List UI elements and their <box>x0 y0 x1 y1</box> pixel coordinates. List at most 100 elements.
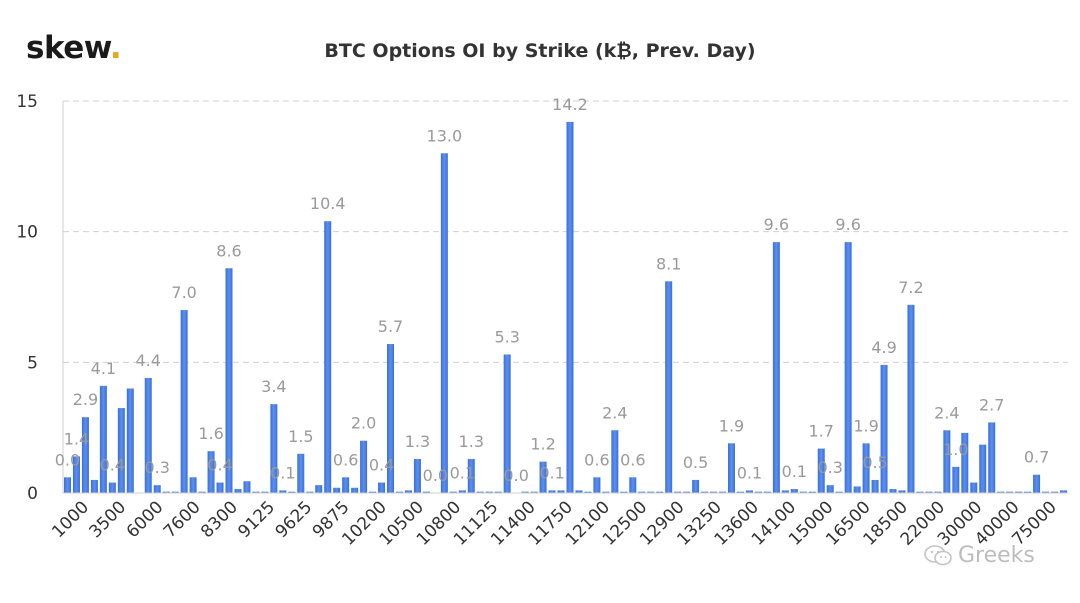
data-label: 4.9 <box>871 338 896 357</box>
bar <box>404 490 412 493</box>
bar <box>288 491 296 493</box>
bar <box>252 491 260 493</box>
data-label: 4.1 <box>91 359 116 378</box>
y-tick-label: 15 <box>16 92 38 112</box>
data-label: 0.0 <box>503 466 528 485</box>
bar <box>683 491 691 493</box>
bar <box>710 491 718 493</box>
bar <box>306 491 314 493</box>
data-label: 0.3 <box>144 458 169 477</box>
bar <box>207 451 215 493</box>
bar <box>333 487 341 493</box>
bar <box>656 491 664 493</box>
data-label: 0.7 <box>1024 448 1049 467</box>
bar <box>602 491 610 493</box>
bar <box>997 491 1005 493</box>
bar <box>638 491 646 493</box>
bar <box>117 408 125 493</box>
y-tick-label: 10 <box>16 223 38 243</box>
data-label: 5.7 <box>378 317 403 336</box>
bar <box>754 491 762 493</box>
bar <box>539 461 547 493</box>
data-label: 0.5 <box>862 453 887 472</box>
bar <box>952 466 960 493</box>
data-label: 0.1 <box>737 463 762 482</box>
bar <box>719 491 727 493</box>
bar <box>566 121 574 493</box>
bar <box>360 440 368 493</box>
bar <box>584 491 592 493</box>
bar <box>503 354 511 493</box>
data-label: 0.1 <box>782 462 807 481</box>
bar <box>557 490 565 493</box>
watermark: Greeks <box>924 543 1035 568</box>
data-label: 2.0 <box>351 414 376 433</box>
data-label: 0.3 <box>817 458 842 477</box>
x-axis: 1000350060007600830091259625987510200105… <box>48 492 1068 550</box>
bar <box>449 491 457 493</box>
bar <box>674 491 682 493</box>
bar <box>808 491 816 493</box>
data-label: 1.5 <box>288 427 313 446</box>
bar <box>99 385 107 493</box>
bar <box>970 482 978 493</box>
data-label: 10.4 <box>310 194 346 213</box>
bar <box>162 491 170 493</box>
bar <box>817 448 825 493</box>
data-label: 2.4 <box>602 403 627 422</box>
bar <box>369 491 377 493</box>
bar <box>701 491 709 493</box>
data-label: 2.9 <box>73 390 98 409</box>
bar <box>530 491 538 493</box>
bar <box>772 242 780 493</box>
bar <box>476 491 484 493</box>
bar <box>916 491 924 493</box>
bars <box>63 121 1068 493</box>
bar <box>611 430 619 493</box>
bar <box>485 491 493 493</box>
data-label: 2.4 <box>934 403 959 422</box>
bar <box>467 459 475 493</box>
bar <box>835 491 843 493</box>
bar <box>216 482 224 493</box>
bar <box>225 268 233 493</box>
bar <box>593 477 601 493</box>
logo-text: skew <box>26 30 110 66</box>
data-label: 0.6 <box>620 450 645 469</box>
data-label: 1.3 <box>405 432 430 451</box>
bar <box>934 491 942 493</box>
wechat-icon <box>924 544 952 567</box>
bar <box>108 482 116 493</box>
bar <box>90 479 98 493</box>
bar <box>907 304 915 493</box>
bar <box>342 477 350 493</box>
bar <box>396 491 403 493</box>
bar <box>270 404 278 493</box>
bar <box>189 477 197 493</box>
data-label: 14.2 <box>552 95 588 114</box>
bar <box>234 489 242 493</box>
data-label: 0.6 <box>584 450 609 469</box>
bar <box>1051 491 1059 493</box>
data-labels: 0.0 1.4 2.9 4.1 0.4 4.4 0.3 7.0 1.6 0.4 8.6 3.4 0.1 1… <box>55 95 1050 485</box>
bar <box>1033 474 1041 493</box>
bar <box>198 491 206 493</box>
bar <box>261 491 269 493</box>
data-label: 9.6 <box>835 215 860 234</box>
data-label: 0.0 <box>423 466 448 485</box>
data-label: 8.1 <box>656 254 681 273</box>
bar <box>943 430 951 493</box>
bar <box>799 491 807 493</box>
bar <box>692 479 700 493</box>
bar <box>521 491 529 493</box>
bar <box>153 485 161 493</box>
bar <box>961 432 969 493</box>
bar <box>315 485 323 493</box>
bar <box>781 490 789 493</box>
x-tick-label: 3500 <box>85 497 130 542</box>
data-label: 1.4 <box>64 429 89 448</box>
data-label: 9.6 <box>764 215 789 234</box>
bar <box>763 491 771 493</box>
bar <box>880 364 888 493</box>
bar <box>63 477 71 493</box>
